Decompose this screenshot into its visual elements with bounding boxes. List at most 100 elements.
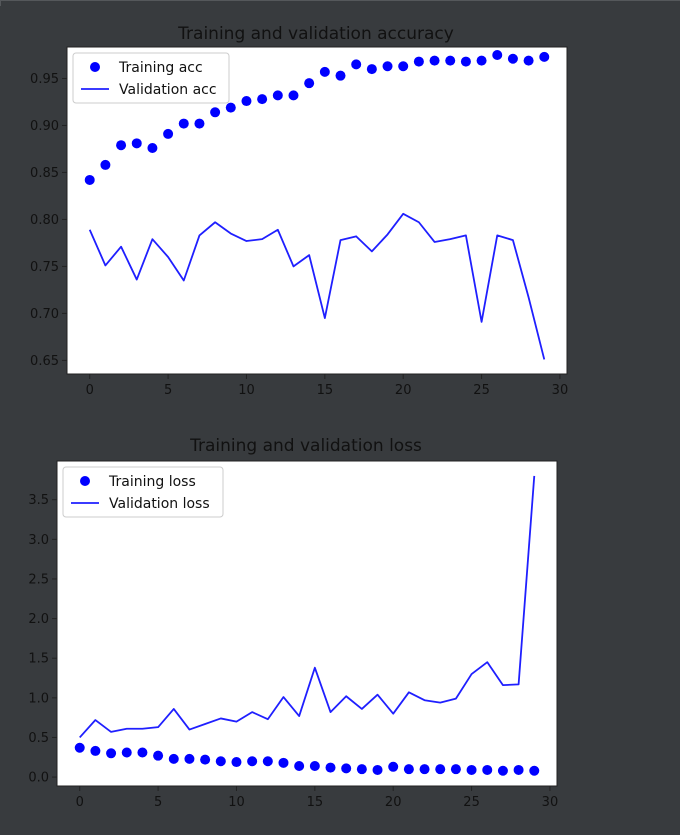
accuracy-x-tick-label: 0 bbox=[86, 383, 94, 398]
training-loss-point bbox=[325, 762, 336, 773]
validation-loss-series bbox=[79, 475, 536, 739]
validation-acc-legend-label: Validation acc bbox=[119, 82, 217, 98]
training-acc-series bbox=[84, 49, 550, 185]
training-acc-point bbox=[413, 56, 424, 67]
training-loss-point bbox=[309, 760, 320, 771]
loss-x-tick-label: 0 bbox=[76, 795, 84, 810]
training-acc-point bbox=[523, 55, 534, 66]
accuracy-legend: Training acc Validation acc bbox=[72, 52, 230, 104]
loss-x-tick-label: 25 bbox=[463, 795, 480, 810]
accuracy-y-tick-label: 0.85 bbox=[30, 166, 59, 181]
training-loss-point bbox=[231, 757, 242, 768]
accuracy-legend-box bbox=[72, 52, 230, 104]
accuracy-axes: 0 5 10 15 20 25 30 0.65 0.70 0.75 0.80 0.85 0.90 0.95 bbox=[30, 46, 569, 398]
loss-y-tick-label: 1.5 bbox=[28, 652, 49, 667]
training-acc-point bbox=[147, 143, 158, 154]
loss-y-tick-label: 0.0 bbox=[28, 771, 49, 786]
loss-chart-title: Training and validation loss bbox=[189, 436, 422, 456]
training-acc-point bbox=[116, 140, 127, 151]
loss-x-tick-label: 30 bbox=[542, 795, 559, 810]
training-loss-legend-label: Training loss bbox=[108, 474, 196, 490]
validation-acc-series bbox=[88, 212, 546, 360]
training-acc-point bbox=[539, 51, 550, 62]
training-loss-point bbox=[200, 754, 211, 765]
loss-y-tick-label: 0.5 bbox=[28, 731, 49, 746]
training-acc-point bbox=[304, 78, 315, 89]
training-acc-point bbox=[100, 159, 111, 170]
accuracy-y-tick-label: 0.90 bbox=[30, 119, 59, 134]
accuracy-y-tick-label: 0.95 bbox=[30, 72, 59, 87]
training-loss-point bbox=[466, 764, 477, 775]
accuracy-x-tick-label: 25 bbox=[473, 383, 490, 398]
training-loss-point bbox=[106, 748, 117, 759]
training-loss-point bbox=[294, 760, 305, 771]
loss-y-tick-label: 3.5 bbox=[28, 493, 49, 508]
training-loss-point bbox=[482, 764, 493, 775]
accuracy-chart-title: Training and validation accuracy bbox=[177, 24, 454, 44]
training-loss-point bbox=[450, 764, 461, 775]
training-acc-legend-marker bbox=[90, 62, 100, 72]
loss-x-tick-label: 10 bbox=[228, 795, 245, 810]
training-acc-point bbox=[131, 138, 142, 149]
training-acc-point bbox=[351, 59, 362, 70]
loss-axes: 0 5 10 15 20 25 30 0.0 0.5 1.0 1.5 2.0 2.5 3.0 3.5 bbox=[28, 460, 559, 810]
loss-x-tick-label: 5 bbox=[154, 795, 162, 810]
training-loss-point bbox=[262, 756, 273, 767]
accuracy-y-tick-label: 0.65 bbox=[30, 354, 59, 369]
training-acc-point bbox=[194, 118, 205, 129]
training-acc-point bbox=[398, 61, 409, 72]
loss-legend-box bbox=[62, 466, 224, 518]
training-loss-point bbox=[435, 764, 446, 775]
validation-loss-legend-label: Validation loss bbox=[109, 496, 210, 512]
loss-x-tick-label: 15 bbox=[307, 795, 324, 810]
training-loss-point bbox=[341, 763, 352, 774]
loss-axes-frame bbox=[56, 460, 558, 787]
training-acc-point bbox=[492, 49, 503, 60]
validation-loss-line bbox=[79, 475, 536, 739]
training-acc-point bbox=[210, 107, 221, 118]
training-acc-point bbox=[84, 174, 95, 185]
training-acc-point bbox=[460, 56, 471, 67]
training-acc-point bbox=[241, 96, 252, 107]
training-loss-point bbox=[90, 745, 101, 756]
accuracy-x-tick-label: 15 bbox=[317, 383, 334, 398]
loss-y-tick-label: 1.0 bbox=[28, 691, 49, 706]
training-loss-point bbox=[168, 753, 179, 764]
training-acc-point bbox=[507, 53, 518, 64]
accuracy-x-tick-label: 10 bbox=[238, 383, 255, 398]
training-loss-series bbox=[74, 742, 540, 776]
training-loss-point bbox=[153, 750, 164, 761]
training-acc-point bbox=[163, 128, 174, 139]
training-loss-legend-marker bbox=[80, 476, 90, 486]
training-loss-point bbox=[419, 764, 430, 775]
accuracy-axes-frame bbox=[66, 46, 568, 375]
training-loss-point bbox=[529, 765, 540, 776]
accuracy-x-tick-label: 30 bbox=[552, 383, 569, 398]
training-acc-point bbox=[319, 66, 330, 77]
training-loss-point bbox=[513, 764, 524, 775]
training-acc-point bbox=[366, 64, 377, 75]
training-loss-point bbox=[121, 747, 132, 758]
loss-chart: Training and validation loss 0 5 10 15 20 25 3… bbox=[28, 436, 559, 810]
training-loss-point bbox=[278, 757, 289, 768]
training-loss-point bbox=[372, 764, 383, 775]
loss-y-tick-label: 2.0 bbox=[28, 612, 49, 627]
accuracy-y-tick-label: 0.75 bbox=[30, 260, 59, 275]
accuracy-y-tick-label: 0.70 bbox=[30, 307, 59, 322]
training-acc-point bbox=[335, 70, 346, 81]
training-loss-point bbox=[403, 764, 414, 775]
training-loss-point bbox=[388, 761, 399, 772]
accuracy-y-tick-label: 0.80 bbox=[30, 213, 59, 228]
training-loss-point bbox=[74, 742, 85, 753]
accuracy-x-tick-label: 20 bbox=[395, 383, 412, 398]
loss-y-tick-label: 3.0 bbox=[28, 533, 49, 548]
training-loss-point bbox=[356, 764, 367, 775]
training-loss-point bbox=[184, 753, 195, 764]
loss-x-tick-label: 20 bbox=[385, 795, 402, 810]
training-loss-point bbox=[497, 765, 508, 776]
cell-border bbox=[0, 0, 680, 6]
training-acc-point bbox=[272, 90, 283, 101]
training-acc-point bbox=[476, 55, 487, 66]
training-acc-point bbox=[382, 61, 393, 72]
